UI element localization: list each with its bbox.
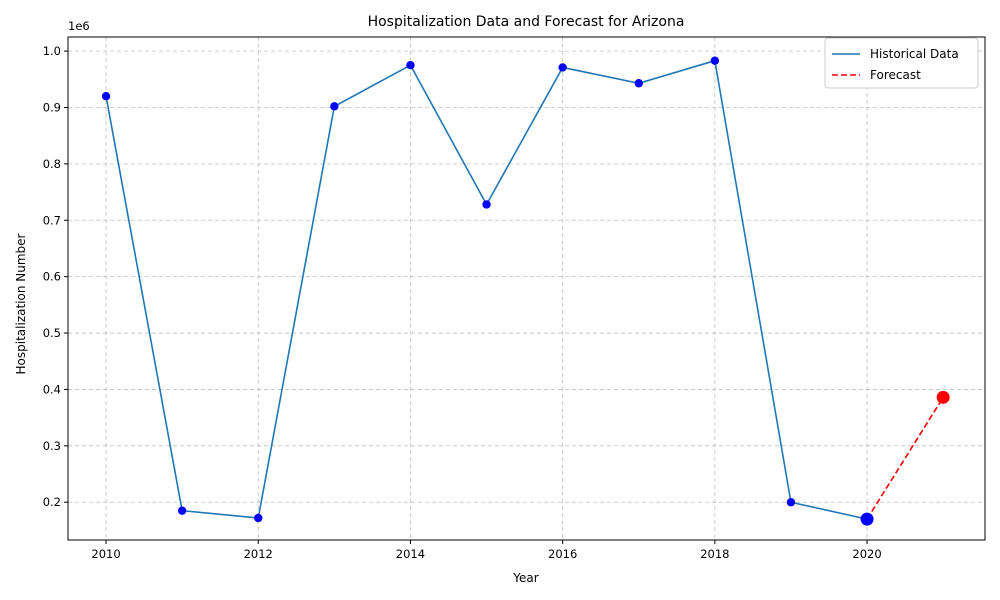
y-offset-label: 1e6 [68,19,90,33]
y-tick-label: 0.8 [43,157,61,171]
legend-box [824,37,979,89]
y-tick-label: 1.0 [43,44,61,58]
y-tick-label: 0.6 [43,270,61,284]
highlight-point [860,512,874,526]
chart-title: Hospitalization Data and Forecast for Ar… [368,14,685,30]
y-tick-label: 0.5 [43,326,61,340]
y-tick-label: 0.9 [43,100,61,114]
legend: Historical Data Forecast [824,37,979,89]
forecast-line [866,396,944,520]
grid-lines [68,37,985,540]
highlight-point [936,390,950,404]
historical-data-point [101,92,111,101]
x-tick-label: 2010 [91,547,120,561]
series-lines [105,59,944,520]
y-tick-label: 0.7 [43,213,61,227]
historical-data-point [177,506,187,515]
historical-data-point [254,513,263,523]
y-tick-label: 0.2 [43,495,61,509]
x-tick-label: 2018 [700,547,729,561]
historical-data-point [558,63,567,72]
plot-frame [67,36,986,541]
x-axis-label: Year [512,571,538,585]
historical-data-point [710,56,720,65]
legend-label-historical: Historical Data [870,47,959,61]
y-tick-label: 0.4 [43,382,61,396]
x-tick-label: 2020 [852,547,881,561]
historical-data-point [330,102,339,111]
axis-ticks: 2010 2012 2014 2016 2018 2020 0.2 0.3 0.4 0.5 0.6 0… [43,44,882,561]
historical-data-line [105,59,868,520]
x-tick-label: 2016 [548,547,577,561]
legend-label-forecast: Forecast [870,68,921,82]
y-tick-label: 0.3 [43,439,61,453]
y-axis-label: Hospitalization Number [14,233,28,374]
historical-data-point [406,60,415,70]
historical-data-point [786,498,796,507]
historical-data-point [634,79,643,88]
historical-data-point [482,200,491,209]
x-tick-label: 2012 [244,547,273,561]
x-tick-label: 2014 [396,547,425,561]
data-markers [101,56,950,526]
